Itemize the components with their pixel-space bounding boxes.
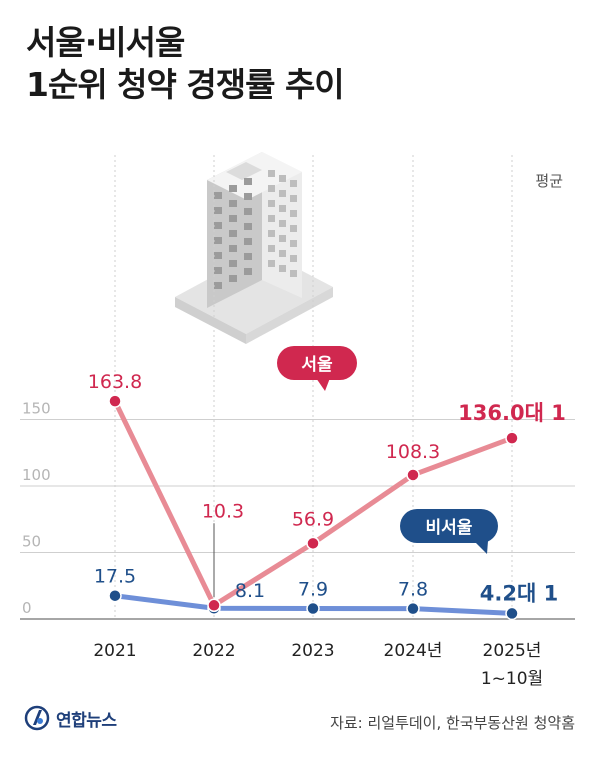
data-point-seoul [207, 598, 221, 613]
publisher-name: 연합뉴스 [56, 710, 117, 731]
building-window [244, 268, 252, 275]
building-window [279, 175, 286, 182]
source-note: 자료: 리얼투데이, 한국부동산원 청약홈 [330, 714, 575, 732]
building-window [268, 230, 275, 237]
building-window [244, 178, 252, 185]
building-window [279, 190, 286, 197]
building-window [229, 215, 237, 222]
series-layer [108, 394, 519, 621]
legend-seoul-label: 서울 [301, 355, 333, 375]
building-window [268, 245, 275, 252]
legend-non-seoul-label: 비서울 [426, 518, 473, 538]
data-label-non-seoul: 4.2대 1 [480, 581, 558, 605]
building-window [290, 210, 297, 217]
building-window [290, 255, 297, 262]
building-window [290, 180, 297, 187]
data-point-seoul [306, 536, 320, 551]
data-point-seoul [108, 394, 122, 408]
data-labels: 163.8 10.3 56.9 108.3 136.0대 1 17.5 8.1 7.9 7.8 4… [88, 371, 566, 605]
y-tick-label: 100 [22, 466, 51, 484]
building-window [214, 192, 222, 199]
title-line-2: 1순위 청약 경쟁률 추이 [26, 65, 345, 104]
data-point-non-seoul [306, 601, 320, 616]
building-window [290, 270, 297, 277]
x-tick-label: 2023 [291, 641, 334, 661]
building-window [229, 230, 237, 237]
chart-title: 서울·비서울 1순위 청약 경쟁률 추이 [26, 22, 345, 106]
x-tick-label: 2021 [93, 641, 136, 661]
building-window [268, 260, 275, 267]
data-point-non-seoul [505, 606, 519, 621]
building-window [229, 185, 237, 192]
legend-non-seoul: 비서울 [400, 509, 498, 554]
building-window [268, 200, 275, 207]
x-tick-label: 2022 [192, 641, 235, 661]
data-point-non-seoul [406, 601, 420, 616]
building-window [279, 250, 286, 257]
x-tick-label: 2024년 [384, 641, 443, 661]
building-window [268, 185, 275, 192]
building-window [229, 245, 237, 252]
building-window [268, 170, 275, 177]
building-illustration [175, 152, 333, 344]
building-window [290, 195, 297, 202]
x-axis-ticks: 2021 2022 2023 2024년 2025년 1~10월 [93, 641, 543, 689]
building-window [244, 238, 252, 245]
data-point-seoul [406, 468, 420, 482]
building-window [214, 222, 222, 229]
x-tick-sublabel: 1~10월 [481, 669, 543, 689]
legend-seoul: 서울 [277, 346, 357, 391]
building-window [244, 223, 252, 230]
building-window [214, 282, 222, 289]
x-tick-label: 2025년 [483, 641, 542, 661]
y-tick-label: 150 [22, 400, 51, 418]
y-tick-label: 50 [22, 533, 41, 551]
building-window [290, 225, 297, 232]
building-window [244, 253, 252, 260]
building-window [268, 215, 275, 222]
building-window [244, 208, 252, 215]
building-window [214, 267, 222, 274]
y-tick-label: 0 [22, 599, 32, 617]
building-window [279, 220, 286, 227]
data-point-seoul [505, 431, 519, 445]
building-window [229, 260, 237, 267]
data-label-seoul: 108.3 [386, 441, 440, 463]
data-point-non-seoul [108, 588, 122, 603]
building-window [214, 252, 222, 259]
building-window [244, 193, 252, 200]
data-label-seoul: 10.3 [202, 500, 244, 522]
y-axis-ticks: 0 50 100 150 [22, 400, 51, 618]
data-label-seoul: 136.0대 1 [458, 401, 566, 425]
data-label-seoul: 56.9 [292, 508, 334, 530]
title-line-1: 서울·비서울 [26, 23, 185, 62]
building-window [290, 240, 297, 247]
publisher-logo: 연합뉴스 [24, 705, 117, 731]
unit-label: 평균 [535, 172, 563, 190]
building-window [214, 237, 222, 244]
building-window [279, 205, 286, 212]
building-window [214, 207, 222, 214]
building-window [229, 275, 237, 282]
data-label-non-seoul: 17.5 [94, 566, 136, 588]
yonhap-logo-icon [24, 705, 50, 731]
data-label-seoul: 163.8 [88, 371, 142, 393]
building-window [279, 265, 286, 272]
building-window [229, 200, 237, 207]
data-label-non-seoul: 7.9 [298, 578, 328, 600]
data-label-non-seoul: 7.8 [398, 579, 428, 601]
data-label-non-seoul: 8.1 [235, 580, 265, 602]
building-window [279, 235, 286, 242]
